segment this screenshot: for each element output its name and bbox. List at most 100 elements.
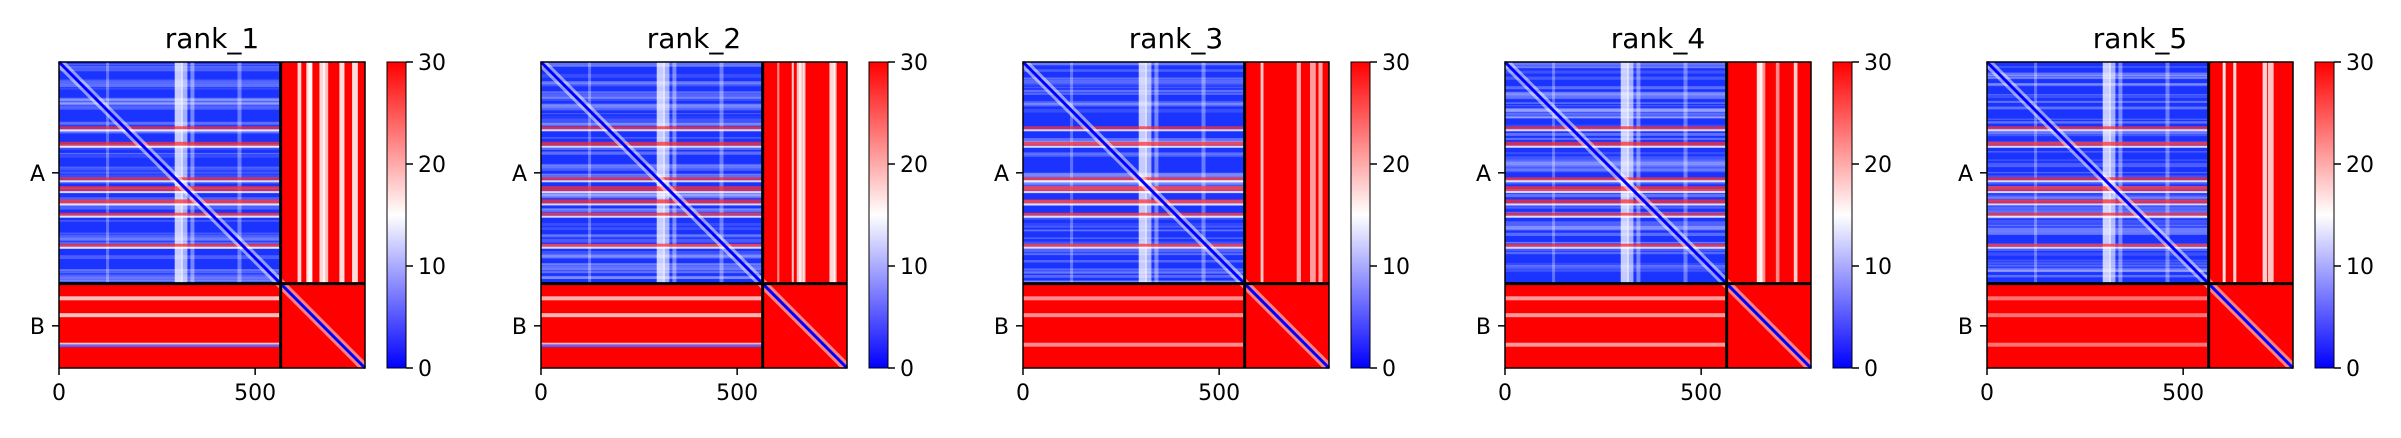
block-a-a-edge-row	[1987, 215, 2209, 218]
block-a-a-stripe	[1023, 271, 1245, 274]
diagonal	[1985, 60, 2295, 370]
block-a-a-stripe	[59, 276, 281, 279]
block-a-a-stripe	[541, 148, 763, 150]
block-a-a-stripe	[59, 78, 281, 81]
block-a-a-stripe	[1505, 265, 1727, 269]
y-tick-label: A	[1958, 162, 1973, 187]
block-a-a-stripe	[1505, 66, 1727, 69]
block-a-a-stripe	[1505, 62, 1727, 66]
block-a-a-stripe	[1023, 225, 1245, 228]
block-a-a-stripe	[1505, 109, 1727, 112]
block-a-a-stripe	[1987, 77, 2209, 79]
x-tick-label: 500	[2162, 381, 2204, 406]
block-a-a-stripe	[59, 68, 281, 72]
block-a-a-stripe	[1023, 63, 1245, 67]
block-a-a-stripe	[1987, 106, 2209, 109]
block-a-a-edge-row	[541, 246, 763, 249]
block-a-a-edge-row	[1505, 191, 1727, 194]
block-a-a-stripe	[59, 235, 281, 239]
block-a-a-hot-row	[541, 141, 763, 146]
pae-panel: rank_2 A B 0 500 0 10 20 30	[512, 22, 928, 406]
diagonal	[57, 60, 367, 370]
x-tick-label: 500	[716, 381, 758, 406]
block-a-a-stripe	[1505, 87, 1727, 90]
block-a-a-column	[1620, 62, 1629, 284]
block-a-b-stripe	[322, 62, 329, 284]
block-a-a-edge-row	[1023, 145, 1245, 148]
block-a-a-stripe	[1023, 109, 1245, 112]
block-b-a-band	[1023, 342, 1245, 347]
block-a-b-stripe	[1310, 62, 1316, 284]
block-a-a-edge-row	[1987, 180, 2209, 183]
block-a-a-stripe	[1505, 124, 1727, 127]
x-tick-label: 500	[1680, 381, 1722, 406]
block-a-a-stripe	[1505, 152, 1727, 155]
block-a-a-stripe	[541, 81, 763, 84]
block-a-a-stripe	[1505, 65, 1727, 68]
block-a-a-stripe	[1505, 206, 1727, 209]
block-a-a-stripe	[1023, 248, 1245, 253]
block-b-a-blue-band	[59, 344, 281, 348]
block-a-a-stripe	[1023, 270, 1245, 273]
x-tick-label: 0	[1980, 381, 1994, 406]
block-a-a-stripe	[1023, 86, 1245, 89]
block-b-a-band	[1023, 313, 1245, 318]
block-a-a-edge-row	[1023, 129, 1245, 132]
colorbar-tick-label: 0	[2346, 357, 2360, 382]
block-a-b-stripe	[2222, 62, 2226, 284]
block-a-a-edge-row	[541, 180, 763, 183]
colorbar-tick-label: 10	[418, 255, 446, 280]
panel-title: rank_4	[1611, 22, 1705, 55]
colorbar-tick-label: 20	[900, 153, 928, 178]
block-a-a-stripe	[541, 208, 763, 210]
x-tick-label: 500	[1198, 381, 1240, 406]
block-a-b-stripe	[777, 62, 780, 284]
block-a-a-stripe	[1023, 138, 1245, 142]
block-a-a-stripe	[541, 122, 763, 126]
block-a-a-edge-row	[59, 145, 281, 148]
block-a-a-stripe	[59, 101, 281, 105]
block-a-a-stripe	[1023, 274, 1245, 278]
panel-title: rank_5	[2093, 22, 2187, 55]
block-a-a-column	[1636, 62, 1641, 284]
block-a-b-stripe	[339, 62, 345, 284]
block-a-a-column	[1138, 62, 1147, 284]
block-a-a-stripe	[1505, 86, 1727, 89]
block-a-a-stripe	[1023, 77, 1245, 80]
block-a-a-stripe	[541, 118, 763, 122]
block-a-a-stripe	[59, 241, 281, 245]
block-a-a-edge-row	[1505, 203, 1727, 206]
block-a-a-stripe	[1505, 137, 1727, 141]
colorbar-tick-label: 20	[2346, 153, 2374, 178]
x-tick-label: 0	[52, 381, 66, 406]
colorbar-tick-label: 20	[418, 153, 446, 178]
block-a-a-stripe	[541, 163, 763, 167]
block-a-a-edge-row	[59, 129, 281, 132]
block-a-a-edge-row	[1023, 180, 1245, 183]
block-a-a-hot-row	[59, 141, 281, 146]
block-a-a-stripe	[1023, 89, 1245, 92]
block-a-a-stripe	[541, 106, 763, 111]
block-a-a-stripe	[1505, 227, 1727, 231]
block-a-a-stripe	[1505, 91, 1727, 96]
block-b-a-band	[1023, 296, 1245, 301]
block-a-a-hot-row	[1023, 141, 1245, 146]
block-a-a-column	[237, 62, 242, 284]
block-a-a-edge-row	[1987, 203, 2209, 206]
colorbar-tick-label: 30	[1864, 51, 1892, 76]
block-a-a-hot-row	[541, 212, 763, 216]
block-a-a-stripe	[1987, 66, 2209, 68]
block-a-a-hot-row	[1987, 212, 2209, 216]
plot-frame	[1022, 61, 1330, 369]
block-a-a-stripe	[59, 152, 281, 155]
block-a-b-stripe	[308, 62, 313, 284]
block-a-a-stripe	[59, 106, 281, 110]
block-a-a-stripe	[541, 62, 763, 67]
block-b-a-blue-band	[541, 344, 763, 348]
block-a-a-stripe	[541, 227, 763, 231]
block-a-b	[1726, 62, 1811, 284]
block-b-a-band	[59, 313, 281, 318]
colorbar-tick-label: 10	[1382, 255, 1410, 280]
block-a-a-edge-row	[1023, 191, 1245, 194]
block-a-a-stripe	[1023, 69, 1245, 72]
